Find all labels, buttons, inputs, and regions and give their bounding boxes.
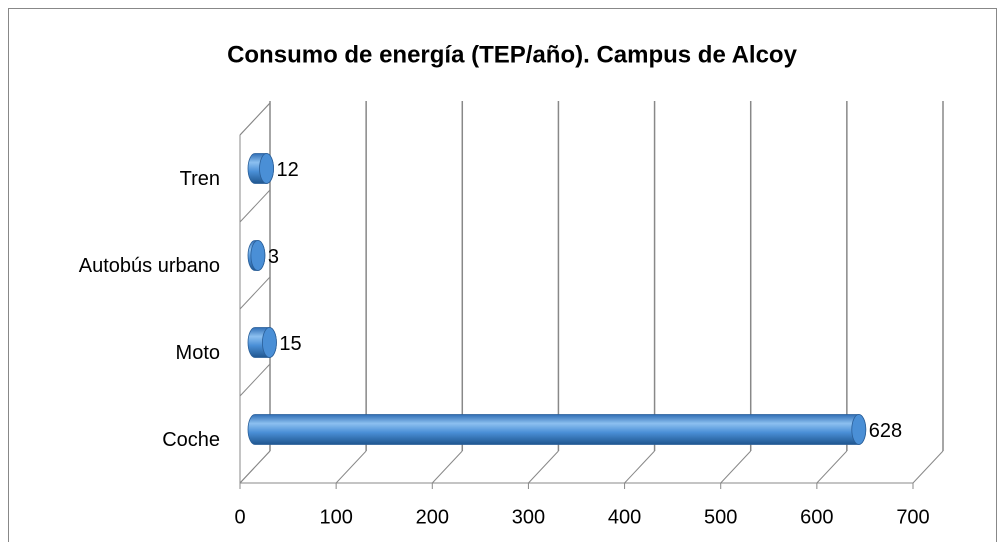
y-tick-label: Tren bbox=[180, 168, 220, 190]
floor-line bbox=[528, 450, 559, 484]
y-tick bbox=[239, 363, 271, 397]
y-tick bbox=[239, 276, 271, 310]
chart-border bbox=[8, 8, 997, 542]
x-tick-label: 300 bbox=[512, 506, 545, 528]
floor-line bbox=[239, 450, 271, 484]
x-tick-label: 700 bbox=[896, 506, 929, 528]
x-tick-label: 600 bbox=[800, 506, 833, 528]
y-tick-label: Autobús urbano bbox=[79, 255, 220, 277]
floor-line bbox=[335, 450, 367, 484]
chart-title: Consumo de energía (TEP/año). Campus de … bbox=[227, 41, 798, 68]
bar-cap bbox=[851, 414, 867, 445]
x-tick-label: 400 bbox=[608, 506, 641, 528]
bar-cap bbox=[259, 153, 274, 184]
floor-line bbox=[912, 450, 944, 484]
bar bbox=[247, 414, 867, 445]
floor-line bbox=[431, 450, 463, 484]
y-tick-label: Coche bbox=[162, 429, 220, 451]
x-tick-label: 0 bbox=[234, 506, 245, 528]
data-label: 628 bbox=[869, 420, 902, 442]
floor-line bbox=[624, 450, 655, 484]
y-tick-label: Moto bbox=[176, 342, 220, 364]
data-label: 3 bbox=[268, 246, 279, 268]
x-tick-label: 100 bbox=[319, 506, 352, 528]
y-tick bbox=[239, 102, 271, 136]
bar-cap bbox=[250, 240, 266, 271]
x-tick-label: 200 bbox=[416, 506, 449, 528]
y-tick bbox=[239, 189, 271, 223]
data-label: 15 bbox=[279, 333, 301, 355]
floor-line bbox=[816, 450, 848, 484]
data-label: 12 bbox=[277, 159, 299, 181]
floor-line bbox=[720, 450, 752, 484]
bar-cap bbox=[262, 327, 277, 358]
x-tick-label: 500 bbox=[704, 506, 737, 528]
